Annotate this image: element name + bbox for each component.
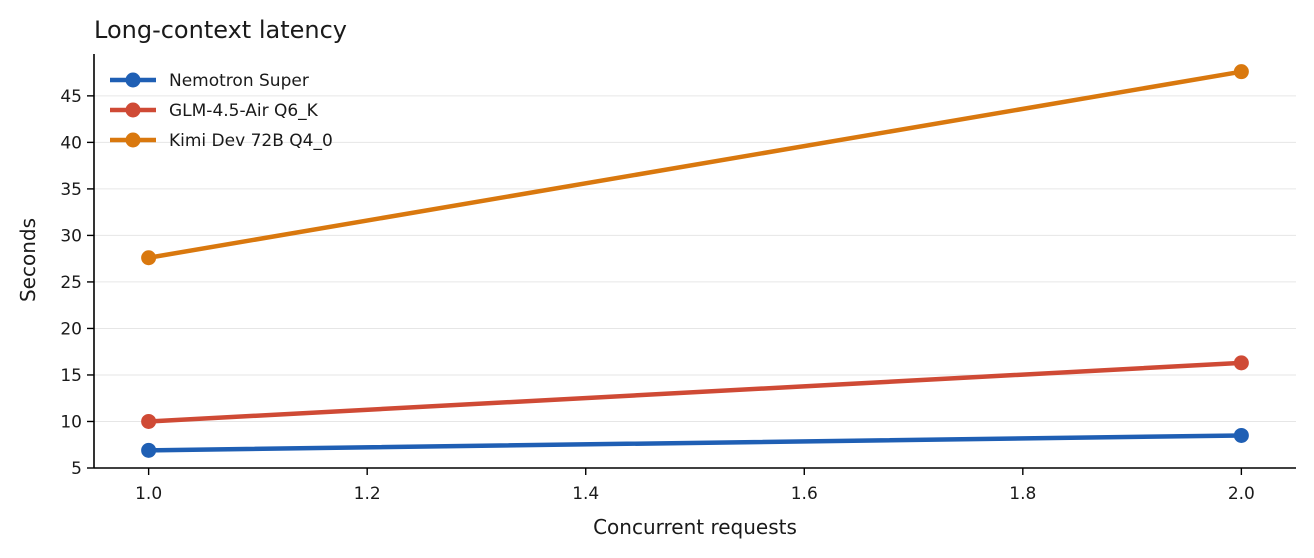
y-tick-label: 20 xyxy=(60,319,82,339)
data-point xyxy=(1233,427,1249,443)
x-tick-label: 1.8 xyxy=(1009,484,1036,504)
data-point xyxy=(1233,64,1249,80)
y-tick-label: 30 xyxy=(60,226,82,246)
legend-marker xyxy=(125,132,141,148)
chart-title: Long-context latency xyxy=(94,16,347,44)
data-point xyxy=(141,442,157,458)
data-point xyxy=(141,413,157,429)
x-tick-label: 1.4 xyxy=(572,484,599,504)
legend-label: GLM-4.5-Air Q6_K xyxy=(169,101,319,121)
x-tick-label: 2.0 xyxy=(1228,484,1255,504)
legend: Nemotron Super GLM-4.5-Air Q6_K Kimi Dev 7… xyxy=(110,71,333,151)
y-tick-label: 45 xyxy=(60,87,82,107)
grid-lines xyxy=(94,95,1296,469)
legend-marker xyxy=(125,72,141,88)
y-tick-label: 10 xyxy=(60,412,82,432)
axes: 5 10 15 20 25 30 35 40 45 1.0 1.2 1.4 1.6 1.8 2.0 xyxy=(60,54,1296,504)
y-axis-label: Seconds xyxy=(16,218,40,302)
series-line xyxy=(146,69,1244,260)
data-point xyxy=(141,250,157,266)
legend-label: Nemotron Super xyxy=(169,71,309,91)
y-tick-label: 25 xyxy=(60,273,82,293)
y-tick-label: 15 xyxy=(60,366,82,386)
y-tick-label: 5 xyxy=(71,459,82,479)
x-tick-label: 1.2 xyxy=(354,484,381,504)
series-line xyxy=(146,360,1244,424)
x-tick-label: 1.6 xyxy=(791,484,818,504)
y-tick-label: 40 xyxy=(60,133,82,153)
legend-label: Kimi Dev 72B Q4_0 xyxy=(169,131,333,151)
series-line xyxy=(146,433,1244,453)
data-point xyxy=(1233,355,1249,371)
y-tick-label: 35 xyxy=(60,180,82,200)
x-tick-label: 1.0 xyxy=(135,484,162,504)
x-axis-label: Concurrent requests xyxy=(593,515,797,539)
series-layer xyxy=(141,64,1249,458)
legend-marker xyxy=(125,102,141,118)
